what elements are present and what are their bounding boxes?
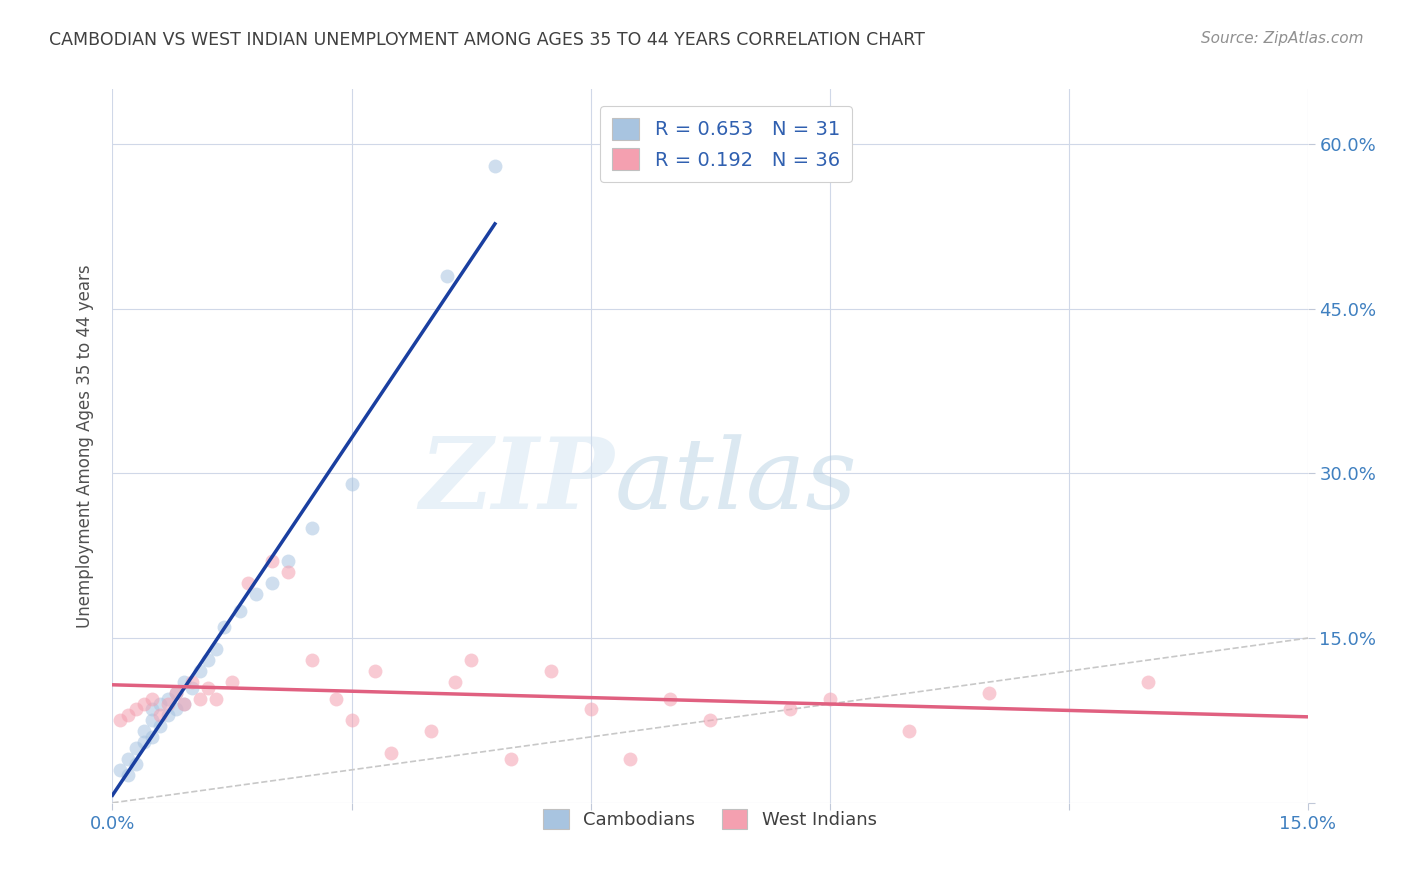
Point xyxy=(212,620,235,634)
Legend: Cambodians, West Indians: Cambodians, West Indians xyxy=(536,801,884,837)
Point xyxy=(197,653,219,667)
Point xyxy=(436,268,458,283)
Text: ZIP: ZIP xyxy=(419,434,614,530)
Point xyxy=(499,752,522,766)
Text: CAMBODIAN VS WEST INDIAN UNEMPLOYMENT AMONG AGES 35 TO 44 YEARS CORRELATION CHAR: CAMBODIAN VS WEST INDIAN UNEMPLOYMENT AM… xyxy=(49,31,925,49)
Point xyxy=(619,752,641,766)
Point xyxy=(165,686,187,700)
Point xyxy=(173,675,195,690)
Point xyxy=(141,691,163,706)
Point xyxy=(579,702,602,716)
Point xyxy=(245,587,267,601)
Point xyxy=(110,763,132,777)
Point xyxy=(540,664,562,678)
Point xyxy=(460,653,482,667)
Point xyxy=(117,708,139,723)
Point xyxy=(141,730,163,744)
Point xyxy=(977,686,1000,700)
Point xyxy=(380,747,402,761)
Point xyxy=(134,735,156,749)
Point xyxy=(181,675,204,690)
Point xyxy=(110,714,132,728)
Point xyxy=(149,708,172,723)
Text: atlas: atlas xyxy=(614,434,858,529)
Point xyxy=(260,576,283,591)
Point xyxy=(165,686,187,700)
Point xyxy=(125,740,148,755)
Point xyxy=(141,714,163,728)
Point xyxy=(205,642,228,657)
Point xyxy=(197,681,219,695)
Point xyxy=(260,554,283,568)
Point xyxy=(188,691,211,706)
Point xyxy=(157,697,180,711)
Point xyxy=(364,664,387,678)
Point xyxy=(229,604,252,618)
Point xyxy=(484,159,506,173)
Point xyxy=(149,697,172,711)
Point xyxy=(181,681,204,695)
Point xyxy=(125,757,148,772)
Point xyxy=(141,702,163,716)
Point xyxy=(699,714,721,728)
Point xyxy=(149,719,172,733)
Point xyxy=(301,521,323,535)
Point xyxy=(134,697,156,711)
Point xyxy=(221,675,243,690)
Point xyxy=(444,675,467,690)
Point xyxy=(125,702,148,716)
Text: Source: ZipAtlas.com: Source: ZipAtlas.com xyxy=(1201,31,1364,46)
Point xyxy=(277,554,299,568)
Point xyxy=(1137,675,1160,690)
Y-axis label: Unemployment Among Ages 35 to 44 years: Unemployment Among Ages 35 to 44 years xyxy=(76,264,94,628)
Point xyxy=(236,576,259,591)
Point xyxy=(157,708,180,723)
Point xyxy=(779,702,801,716)
Point xyxy=(818,691,841,706)
Point xyxy=(659,691,682,706)
Point xyxy=(898,724,921,739)
Point xyxy=(173,697,195,711)
Point xyxy=(188,664,211,678)
Point xyxy=(165,702,187,716)
Point xyxy=(420,724,443,739)
Point xyxy=(340,477,363,491)
Point xyxy=(157,691,180,706)
Point xyxy=(301,653,323,667)
Point xyxy=(117,752,139,766)
Point xyxy=(325,691,347,706)
Point xyxy=(134,724,156,739)
Point xyxy=(340,714,363,728)
Point xyxy=(277,566,299,580)
Point xyxy=(173,697,195,711)
Point xyxy=(205,691,228,706)
Point xyxy=(117,768,139,782)
